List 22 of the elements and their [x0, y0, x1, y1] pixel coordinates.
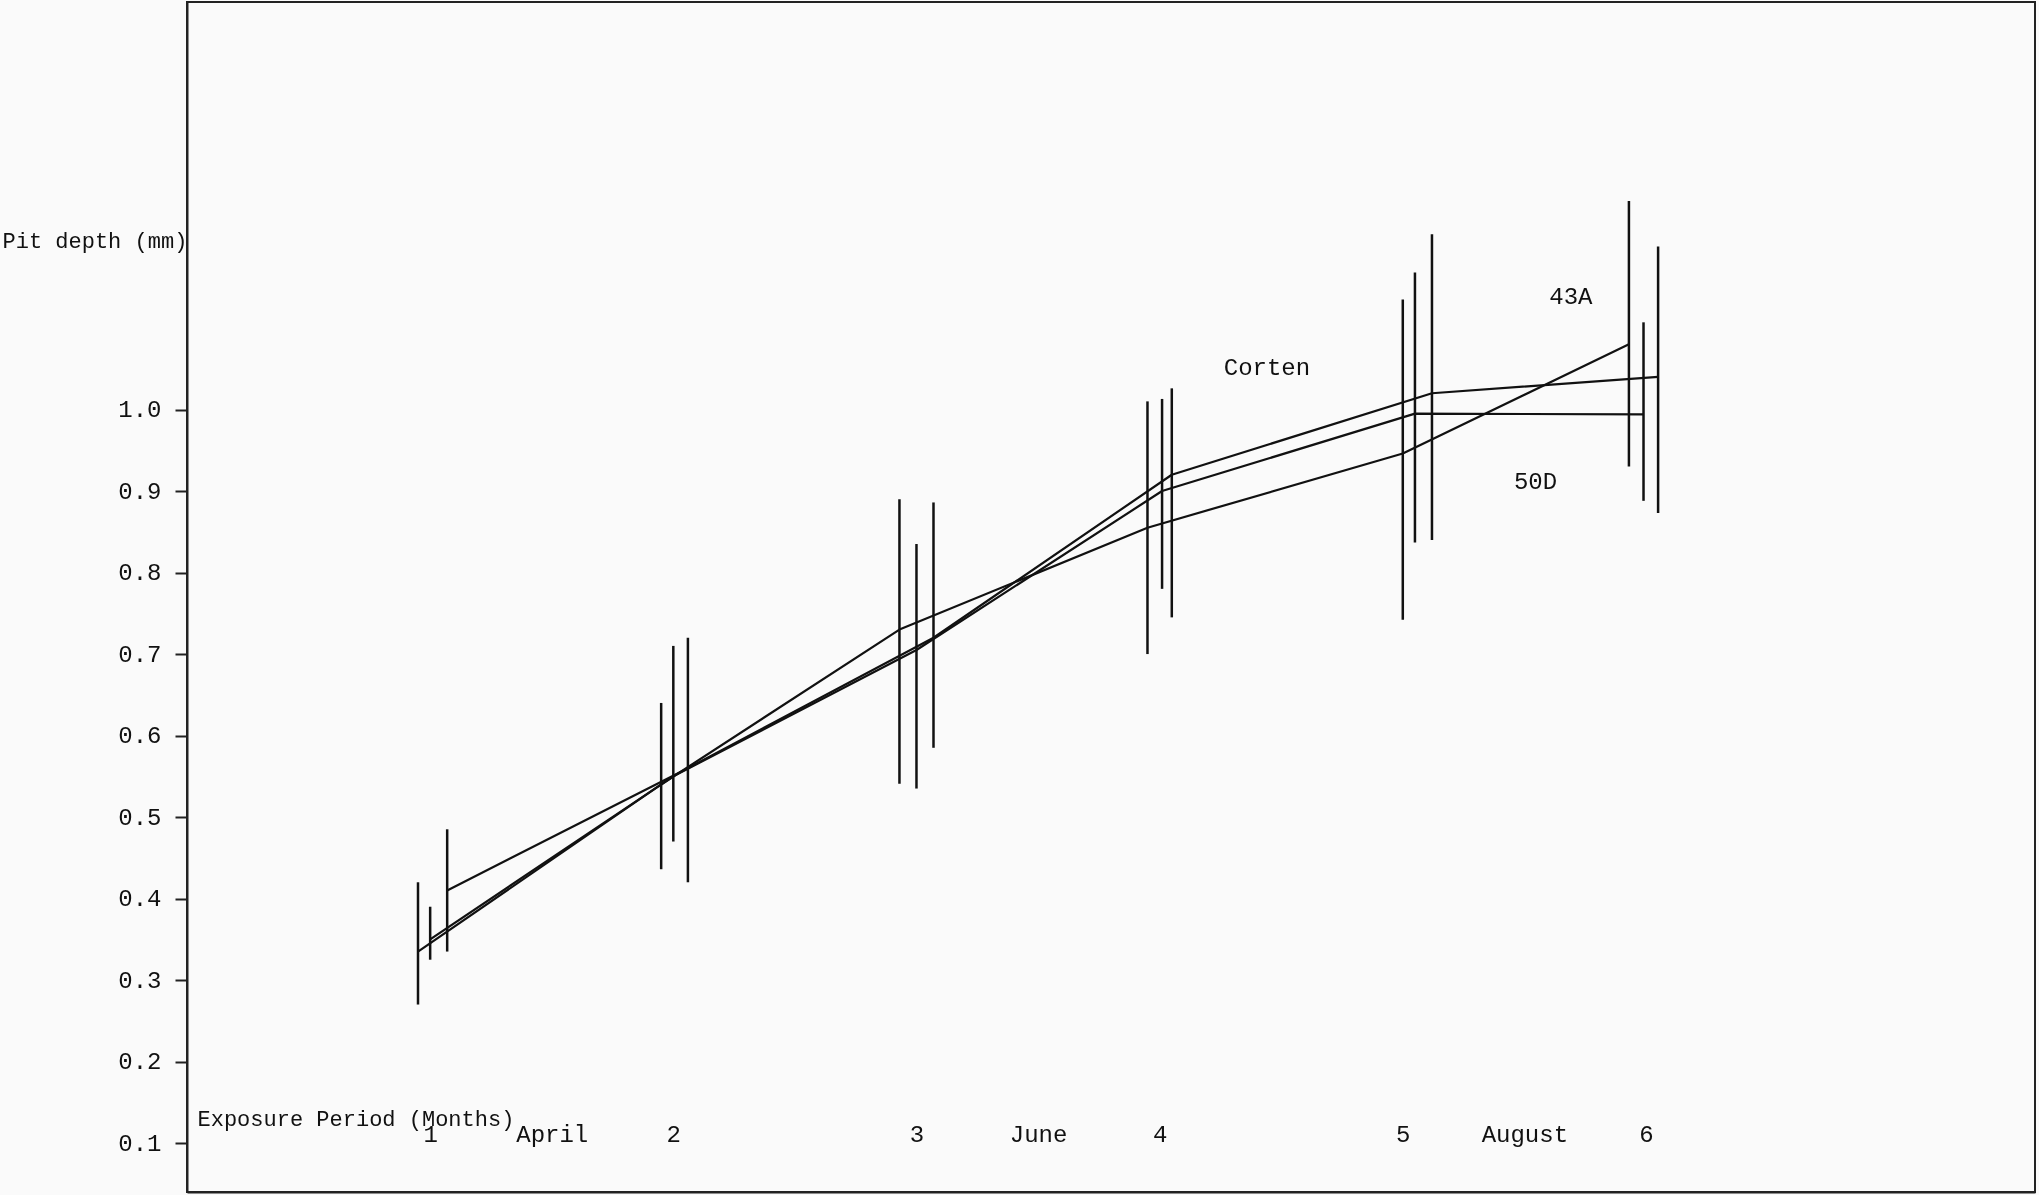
x-tick-label: 3: [909, 1121, 925, 1149]
y-tick-label: 0.9: [118, 478, 162, 506]
y-tick-label: 0.1: [118, 1130, 162, 1158]
x-tick-label: 5: [1396, 1121, 1411, 1149]
y-axis-title: Pit depth (mm): [2, 229, 188, 255]
y-tick-label: 0.8: [118, 560, 162, 588]
x-tick-label: 2: [666, 1121, 682, 1149]
series-label: 43A: [1549, 284, 1594, 312]
y-tick-label: 0.7: [118, 641, 162, 669]
x-tick-label: June: [1009, 1121, 1068, 1149]
y-tick-label: 0.4: [118, 886, 162, 914]
x-tick-label: 6: [1639, 1121, 1654, 1149]
y-tick-label: 1.0: [118, 397, 162, 425]
y-tick-label: 0.3: [118, 967, 162, 995]
x-tick-label: 4: [1152, 1121, 1168, 1149]
y-tick-label: 0.5: [118, 804, 162, 832]
y-tick-label: 0.6: [118, 723, 162, 751]
series-label: Corten: [1223, 355, 1311, 383]
x-tick-label: April: [516, 1121, 589, 1149]
text: 50D: [1513, 469, 1558, 497]
x-tick-label: August: [1481, 1121, 1569, 1149]
y-tick-label: 0.2: [118, 1049, 162, 1077]
